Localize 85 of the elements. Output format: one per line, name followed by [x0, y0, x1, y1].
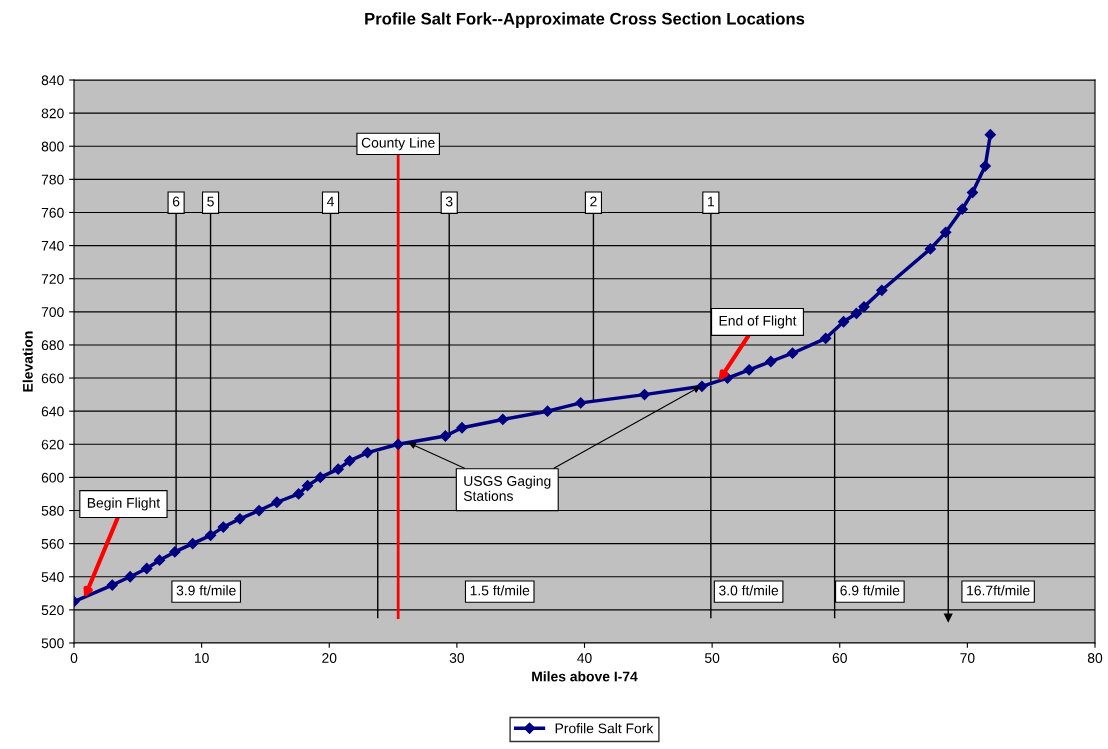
- annotation: End of Flight: [719, 315, 797, 329]
- point: [271, 496, 283, 508]
- annotation: Begin Flight: [87, 497, 160, 511]
- x-tick-label: 0: [70, 653, 78, 663]
- point: [696, 380, 708, 392]
- annotation: 1: [708, 196, 715, 207]
- ref-line-label: County Line: [361, 137, 435, 151]
- y-tick-label: 820: [41, 108, 64, 119]
- point: [234, 513, 246, 525]
- point: [765, 355, 777, 368]
- point: [361, 446, 374, 459]
- annotation: 4: [326, 196, 334, 207]
- y-tick-label: 620: [41, 439, 64, 450]
- point: [106, 579, 118, 591]
- point: [924, 243, 936, 255]
- chart-title: Profile Salt Fork--Approximate Cross Section Locations: [365, 12, 805, 28]
- x-tick-label: 80: [1087, 653, 1103, 663]
- y-tick-label: 560: [41, 538, 64, 549]
- annotation: 5: [207, 196, 214, 207]
- point: [332, 463, 344, 475]
- x-tick-label: 70: [960, 653, 975, 663]
- annotation: 3: [445, 196, 453, 207]
- annotation: USGS Gaging Stations: [463, 475, 551, 501]
- y-axis-title: Elevation: [22, 331, 33, 392]
- x-tick-label: 10: [194, 653, 209, 663]
- point: [293, 488, 305, 500]
- annotation: 1.5 ft/mile: [470, 585, 530, 596]
- y-tick-label: 720: [41, 274, 64, 284]
- y-tick-label: 700: [41, 307, 64, 317]
- y-tick-label: 540: [41, 572, 64, 582]
- y-tick-label: 500: [41, 638, 64, 649]
- annotation: 3.0 ft/mile: [719, 585, 779, 596]
- y-tick-label: 660: [41, 373, 64, 384]
- y-tick-label: 780: [41, 174, 64, 185]
- y-tick-label: 800: [41, 141, 64, 152]
- point: [456, 422, 468, 434]
- point: [392, 438, 404, 450]
- annotation: 6: [172, 196, 180, 207]
- point: [314, 471, 326, 484]
- point: [966, 186, 979, 199]
- annotation: 6.9 ft/mile: [840, 585, 900, 596]
- point: [876, 284, 888, 296]
- point: [638, 389, 651, 401]
- x-tick-label: 30: [449, 653, 465, 663]
- point: [439, 430, 451, 442]
- y-tick-label: 640: [41, 406, 64, 417]
- x-tick-label: 40: [577, 653, 592, 663]
- y-tick-label: 760: [41, 207, 64, 218]
- point: [541, 405, 554, 417]
- y-tick-label: 680: [41, 340, 64, 351]
- point: [497, 413, 509, 426]
- x-tick-label: 60: [832, 653, 847, 663]
- point: [743, 364, 755, 376]
- point: [940, 226, 952, 238]
- x-axis-title: Miles above I-74: [532, 671, 638, 682]
- point: [124, 571, 136, 583]
- y-tick-label: 840: [41, 75, 64, 86]
- annotation: 2: [590, 196, 597, 207]
- point: [575, 397, 587, 409]
- point: [217, 521, 229, 533]
- legend-label: Profile Salt Fork: [555, 723, 654, 734]
- y-tick-label: 740: [41, 240, 64, 251]
- point: [253, 504, 265, 517]
- point: [850, 307, 862, 320]
- point: [820, 332, 832, 344]
- point: [979, 160, 991, 172]
- point: [858, 301, 870, 313]
- point: [837, 316, 850, 328]
- annotation: 16.7ft/mile: [967, 585, 1030, 596]
- point: [141, 562, 153, 575]
- point: [301, 480, 314, 492]
- x-tick-label: 20: [322, 653, 337, 663]
- point: [786, 347, 799, 359]
- y-tick-label: 580: [41, 505, 64, 516]
- point: [984, 129, 996, 141]
- point: [204, 529, 217, 541]
- annotation: 3.9 ft/mile: [176, 585, 236, 596]
- y-tick-label: 600: [41, 472, 64, 483]
- point: [187, 538, 199, 550]
- point: [956, 203, 968, 215]
- y-tick-label: 520: [41, 605, 64, 616]
- point: [169, 546, 181, 558]
- point: [344, 455, 356, 467]
- point: [153, 554, 166, 566]
- x-tick-label: 50: [704, 653, 720, 663]
